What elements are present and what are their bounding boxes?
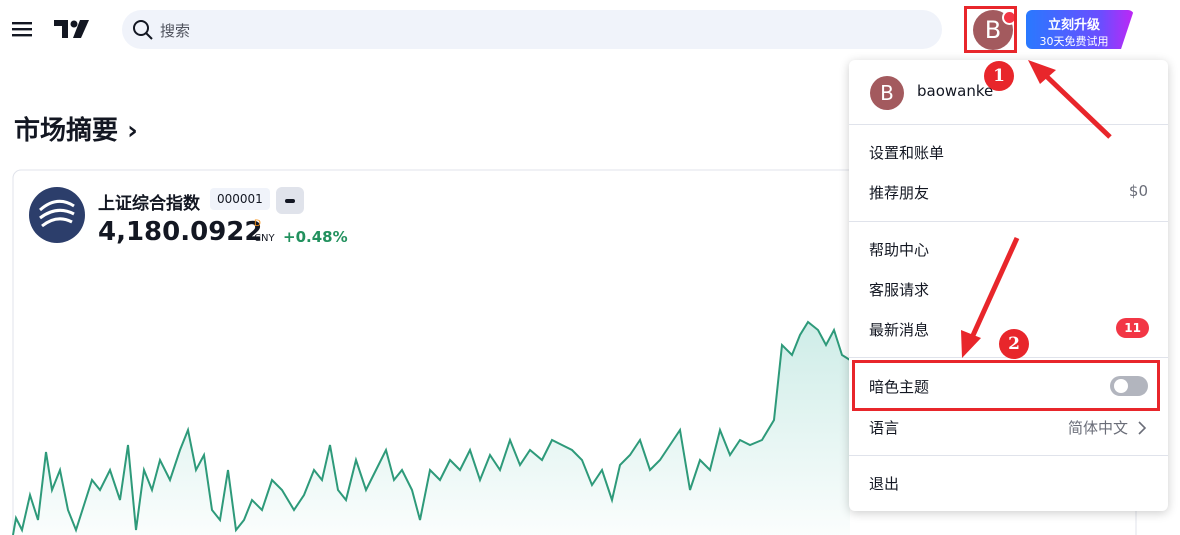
menu-avatar-letter: B: [880, 81, 894, 105]
sparkline: [12, 320, 851, 535]
highlight-box: [852, 360, 1160, 411]
chevron: [1138, 421, 1147, 435]
section-title[interactable]: 市场摘要 ›: [14, 116, 138, 146]
menu-item[interactable]: 推荐朋友: [869, 184, 930, 202]
dropdown-menu: B baowanke 设置和账单 推荐朋友 $0 帮助中心 客服请求 最新消息 …: [849, 60, 1168, 511]
menu-icon[interactable]: [12, 22, 32, 37]
sparkline-area: [13, 322, 850, 535]
avatar-letter: B: [984, 16, 1002, 44]
annotation-number: 1: [984, 61, 1014, 91]
index-logo: [29, 187, 85, 243]
divider: [849, 455, 1168, 456]
currency: CNY: [254, 233, 275, 244]
upgrade-button[interactable]: 立刻升级 30天免费试用: [1026, 10, 1134, 49]
index-logo-mark: [39, 199, 75, 228]
menu-item[interactable]: 暗色主题: [869, 378, 930, 396]
highlight-box: [964, 6, 1017, 53]
section-title-text: 市场摘要: [14, 116, 119, 146]
change: +0.48%: [283, 228, 348, 246]
menu-item[interactable]: 最新消息: [869, 321, 930, 339]
price: 4,180.0922: [98, 217, 263, 247]
username[interactable]: baowanke: [917, 82, 994, 100]
search-placeholder: 搜索: [160, 22, 191, 40]
menu-item[interactable]: 语言: [869, 419, 900, 437]
menu-item[interactable]: 帮助中心: [869, 241, 930, 259]
menu-avatar: B: [870, 76, 904, 110]
menu-item[interactable]: 客服请求: [869, 281, 930, 299]
menu-item[interactable]: 退出: [869, 475, 900, 493]
search-icon: [133, 20, 153, 40]
divider: [849, 124, 1168, 125]
menu-item-value: $0: [1128, 182, 1148, 200]
toggle[interactable]: [1110, 376, 1148, 396]
market-status: [276, 187, 304, 214]
badge: 11: [1116, 318, 1149, 338]
interval: D: [254, 219, 261, 229]
upgrade-title: 立刻升级: [1047, 18, 1100, 33]
menu-item[interactable]: 设置和账单: [869, 144, 945, 162]
upgrade-subtitle: 30天免费试用: [1039, 35, 1109, 48]
search-bar[interactable]: 搜索: [122, 10, 942, 49]
annotation-number: 2: [999, 329, 1029, 359]
index-code: 000001: [210, 188, 270, 210]
logo[interactable]: [54, 20, 89, 38]
index-name: 上证综合指数: [98, 194, 200, 214]
divider: [849, 221, 1168, 222]
menu-item-value: 简体中文: [1067, 419, 1128, 437]
